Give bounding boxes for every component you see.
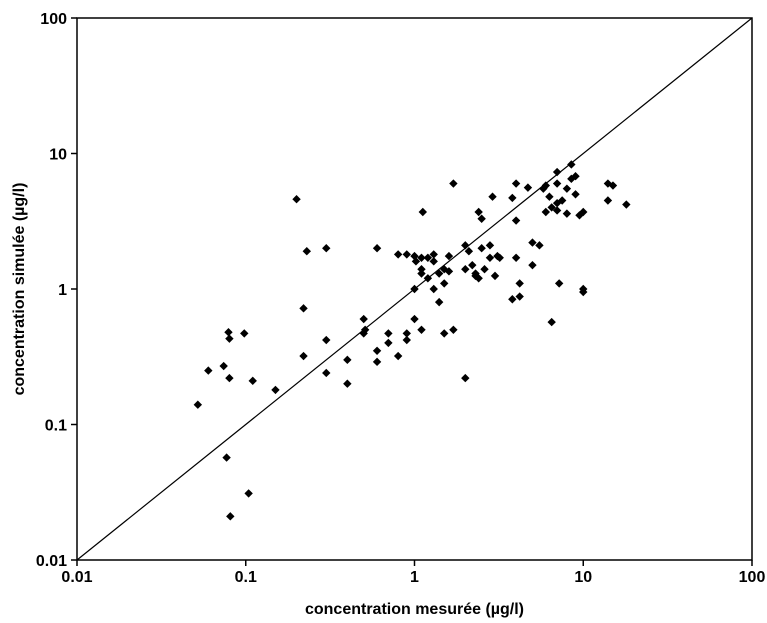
data-point [249, 377, 257, 385]
data-point [204, 366, 212, 374]
data-point [222, 453, 230, 461]
data-point [224, 328, 232, 336]
data-point [394, 352, 402, 360]
data-point [515, 292, 523, 300]
y-axis-tickmarks [71, 18, 77, 560]
data-point [512, 179, 520, 187]
data-point [303, 247, 311, 255]
y-axis-tick-labels: 0.01 0.1 1 10 100 [36, 11, 67, 570]
data-point [528, 261, 536, 269]
y-axis-title: concentration simulée (µg/l) [11, 183, 28, 396]
plot-area [71, 18, 752, 566]
data-point [535, 241, 543, 249]
data-point [563, 209, 571, 217]
y-tick-label: 10 [49, 147, 67, 164]
data-point [604, 196, 612, 204]
data-point [403, 250, 411, 258]
data-point [373, 244, 381, 252]
data-point [555, 279, 563, 287]
data-point [512, 254, 520, 262]
data-point [403, 336, 411, 344]
data-point [440, 329, 448, 337]
data-point [480, 265, 488, 273]
data-point [547, 318, 555, 326]
data-point [491, 272, 499, 280]
data-point [461, 265, 469, 273]
data-point [528, 238, 536, 246]
data-point [322, 336, 330, 344]
data-point [299, 304, 307, 312]
data-point [384, 329, 392, 337]
data-point [449, 179, 457, 187]
data-point [271, 386, 279, 394]
data-point [486, 254, 494, 262]
data-point [468, 261, 476, 269]
y-tick-label: 0.1 [45, 418, 67, 435]
x-axis-tickmarks [77, 560, 752, 566]
data-point [343, 380, 351, 388]
data-point [542, 208, 550, 216]
data-point [488, 192, 496, 200]
data-point [394, 250, 402, 258]
data-point [226, 512, 234, 520]
data-point [545, 192, 553, 200]
data-point [343, 356, 351, 364]
data-point [515, 279, 523, 287]
data-point [417, 269, 425, 277]
data-point [508, 194, 516, 202]
data-point [322, 244, 330, 252]
data-point [440, 279, 448, 287]
x-axis-title: concentration mesurée (µg/l) [305, 601, 524, 618]
data-point [461, 374, 469, 382]
data-point [508, 295, 516, 303]
data-point [194, 400, 202, 408]
data-point [225, 374, 233, 382]
data-point [419, 208, 427, 216]
data-point [244, 489, 252, 497]
data-point [553, 168, 561, 176]
y-tick-label: 1 [58, 282, 67, 299]
data-point [384, 339, 392, 347]
data-point [486, 241, 494, 249]
data-point [373, 347, 381, 355]
data-point [524, 183, 532, 191]
x-axis-tick-labels: 0.01 0.1 1 10 100 [61, 569, 765, 586]
data-point [225, 334, 233, 342]
x-tick-label: 0.01 [61, 569, 92, 586]
data-point [449, 326, 457, 334]
data-point [417, 326, 425, 334]
data-point [410, 315, 418, 323]
data-point [435, 298, 443, 306]
data-point [240, 329, 248, 337]
data-point [553, 179, 561, 187]
data-point [512, 216, 520, 224]
y-tick-label: 100 [40, 11, 67, 28]
data-point [563, 184, 571, 192]
data-point [477, 244, 485, 252]
data-point [430, 285, 438, 293]
data-point [360, 315, 368, 323]
data-point [292, 195, 300, 203]
x-tick-label: 1 [410, 569, 419, 586]
data-points [194, 160, 631, 520]
data-point [567, 160, 575, 168]
y-tick-label: 0.01 [36, 553, 67, 570]
data-point [322, 369, 330, 377]
data-point [571, 190, 579, 198]
data-point [373, 358, 381, 366]
x-tick-label: 10 [574, 569, 592, 586]
data-point [622, 200, 630, 208]
x-tick-label: 100 [739, 569, 766, 586]
x-tick-label: 0.1 [235, 569, 257, 586]
data-point [219, 362, 227, 370]
data-point [299, 352, 307, 360]
